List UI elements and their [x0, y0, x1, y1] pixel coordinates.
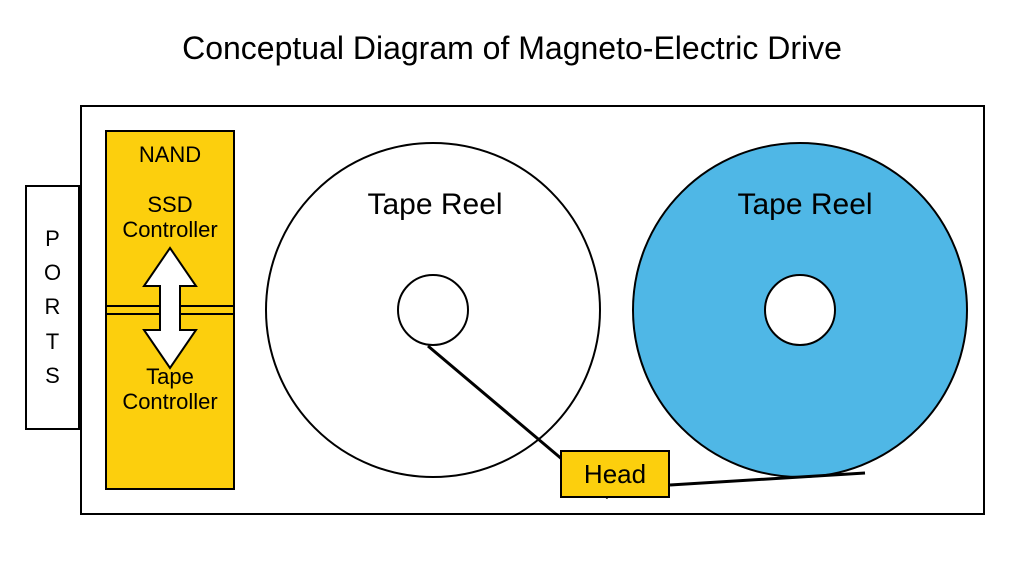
- tape-reel-left-inner: [397, 274, 469, 346]
- nand-label: NAND: [105, 140, 235, 170]
- tape-text: Tape Controller: [122, 364, 217, 415]
- tape-reel-right-label: Tape Reel: [700, 185, 910, 225]
- tape-reel-right-inner: [764, 274, 836, 346]
- tape-reel-left-label: Tape Reel: [330, 185, 540, 225]
- diagram-stage: Conceptual Diagram of Magneto-Electric D…: [0, 0, 1024, 577]
- ports-box: P O R T S: [25, 185, 80, 430]
- ssd-text: SSD Controller: [122, 192, 217, 243]
- diagram-title: Conceptual Diagram of Magneto-Electric D…: [0, 30, 1024, 67]
- ports-label: P O R T S: [44, 222, 61, 392]
- bidirectional-arrow-icon: [142, 246, 198, 370]
- head-box: Head: [560, 450, 670, 498]
- ssd-controller-label: SSD Controller: [105, 188, 235, 246]
